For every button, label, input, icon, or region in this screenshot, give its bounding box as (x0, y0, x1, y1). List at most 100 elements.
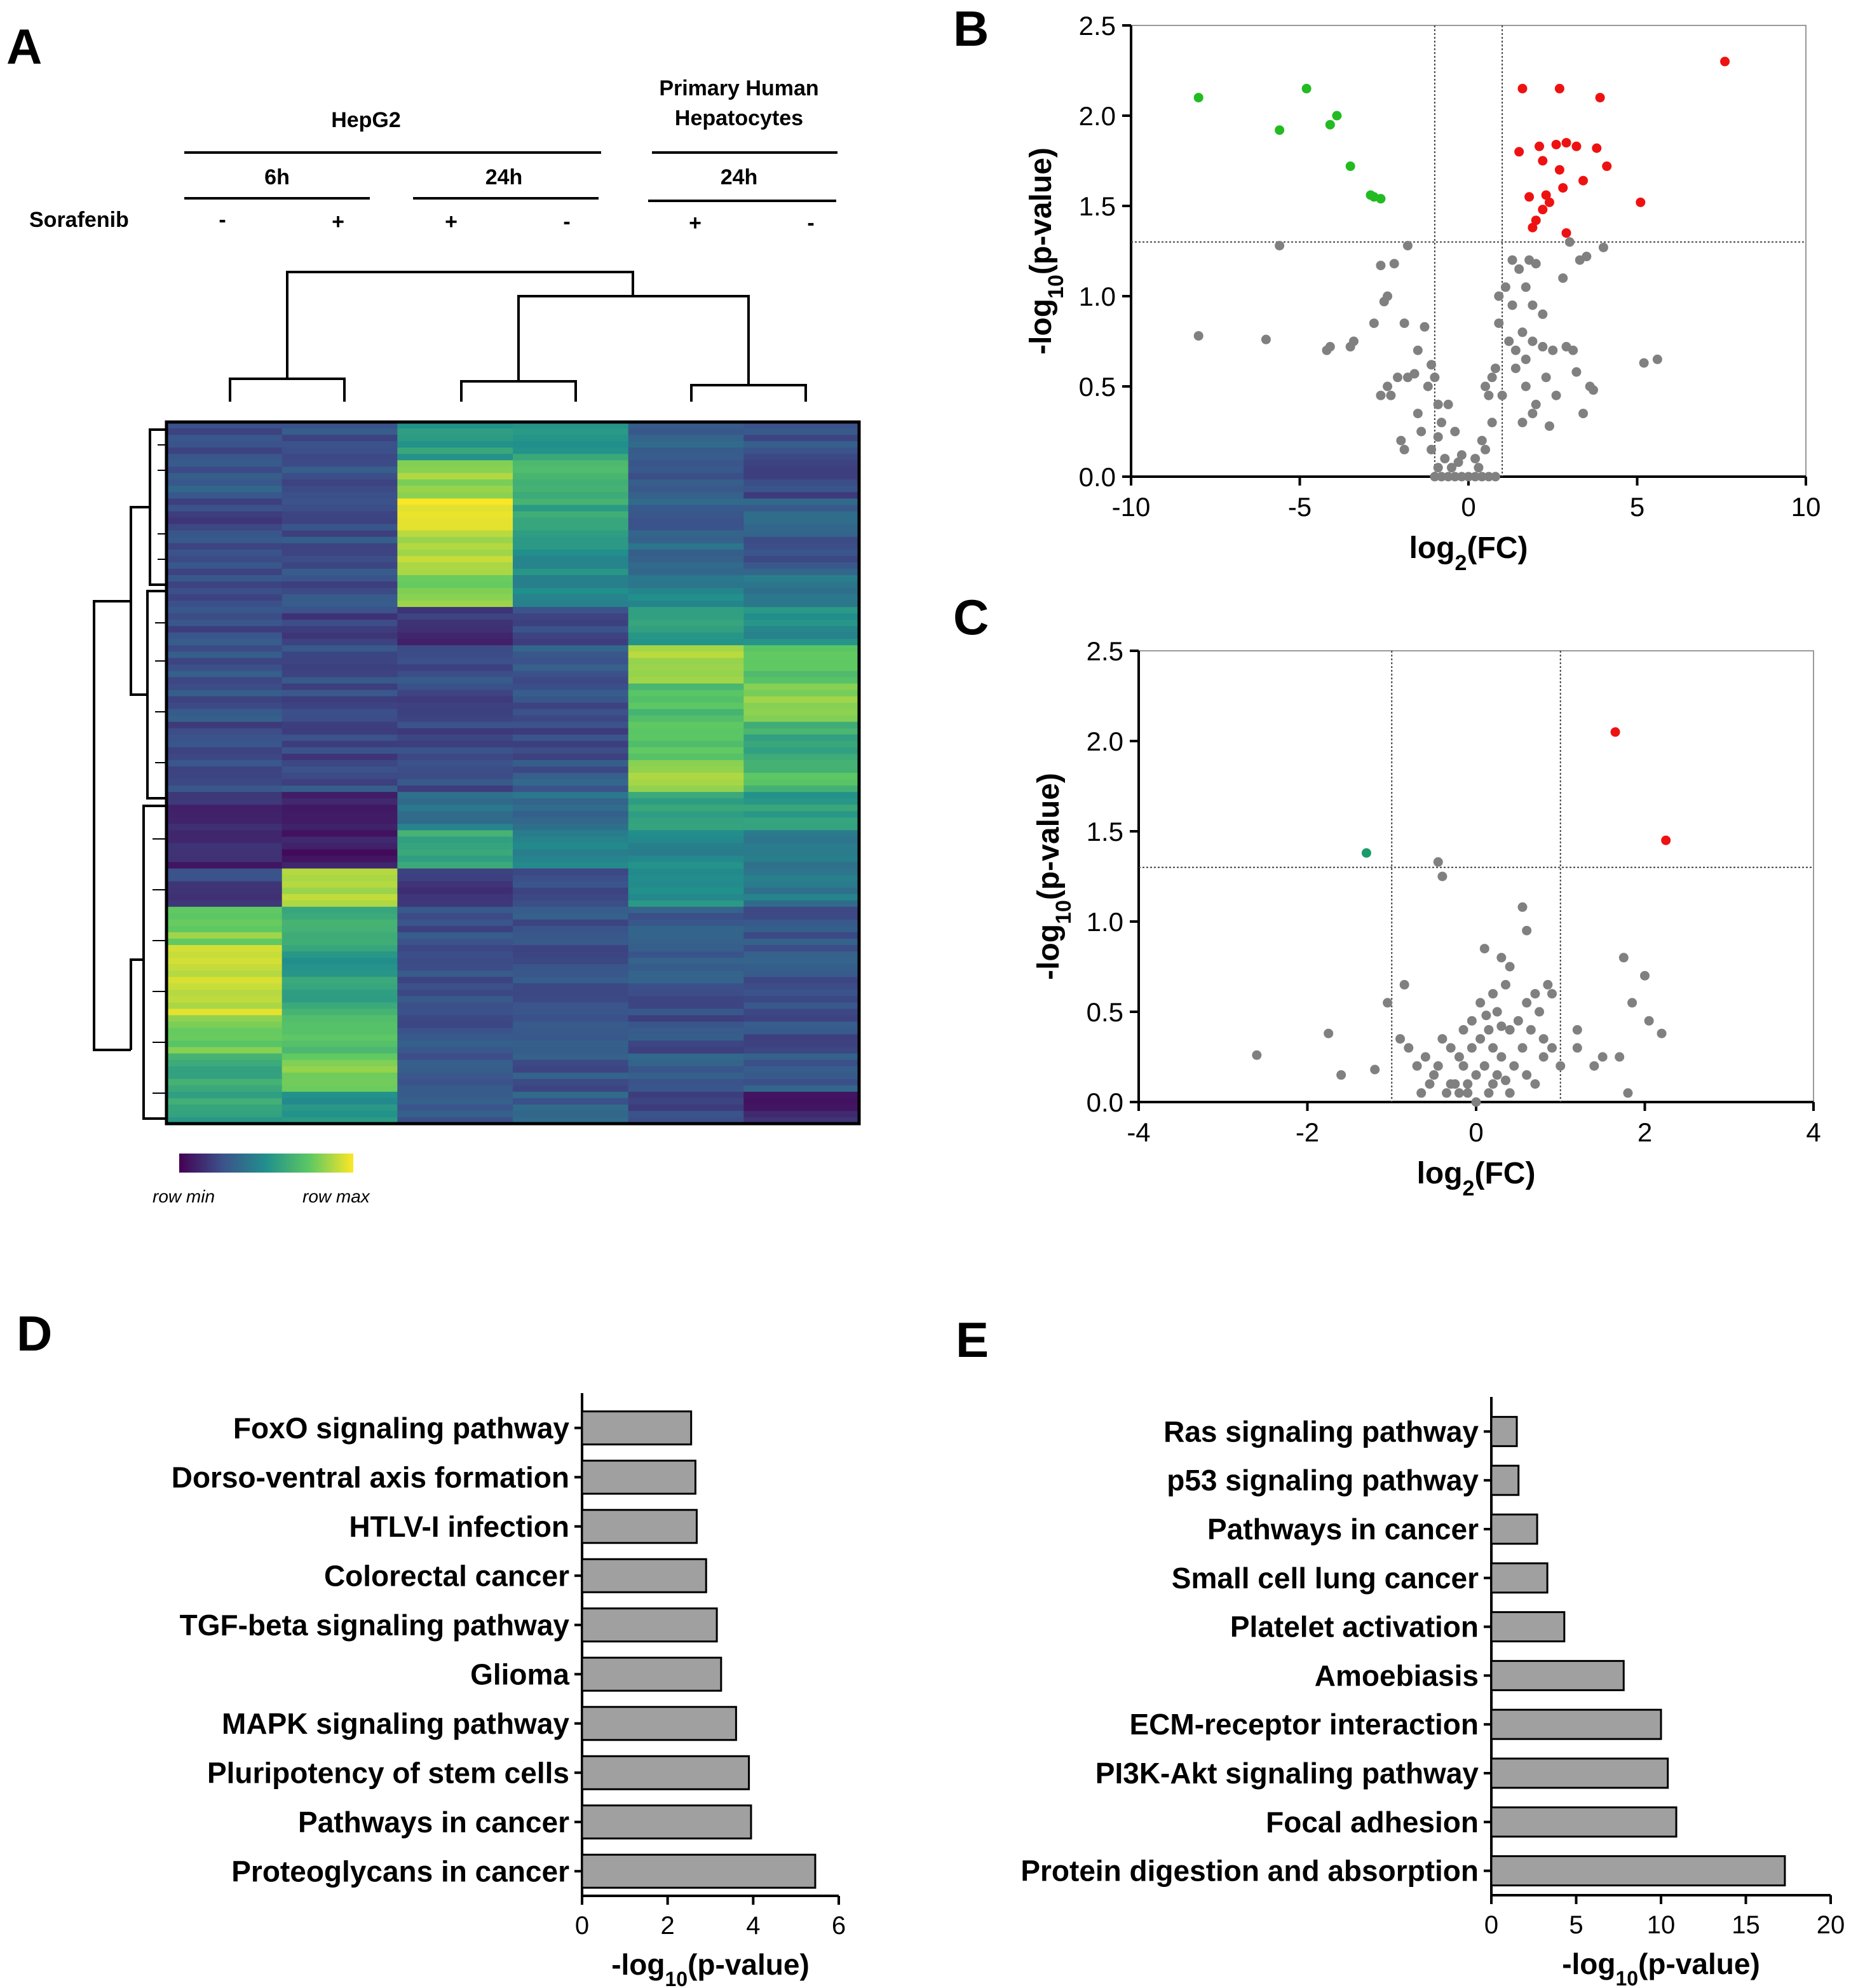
heatmap-cell (397, 466, 513, 473)
heatmap-cell (166, 498, 283, 506)
heatmap-cell (397, 601, 513, 608)
heatmap-cell (628, 454, 744, 461)
heatmap-cell (743, 792, 860, 799)
heatmap-cell (166, 632, 283, 639)
up-regulated-point (1578, 175, 1589, 186)
heatmap-cell (397, 913, 513, 920)
up-regulated-point (1531, 215, 1541, 226)
ns-point (1433, 1061, 1443, 1071)
heatmap-cell (513, 747, 629, 754)
ns-point (1490, 472, 1500, 482)
heatmap-cell (628, 492, 744, 500)
heatmap-cell (397, 683, 513, 691)
row-dendrogram (93, 428, 165, 1120)
heatmap-cell (397, 568, 513, 576)
heatmap-cell (397, 811, 513, 818)
heatmap-cell (628, 786, 744, 793)
ns-point (1522, 925, 1532, 936)
ns-point (1437, 871, 1448, 882)
ns-point (1531, 399, 1541, 409)
ns-point (1517, 902, 1528, 912)
heatmap-cell (743, 664, 860, 672)
heatmap-cell (166, 555, 283, 563)
heatmap-cell (397, 855, 513, 863)
heatmap-cell (166, 1021, 283, 1029)
heatmap-cell (166, 919, 283, 927)
heatmap-cell (743, 805, 860, 812)
heatmap-cell (281, 486, 398, 493)
ns-point (1471, 1070, 1481, 1080)
ns-point (1505, 962, 1515, 972)
ns-point (1510, 364, 1521, 374)
heatmap-cell (397, 435, 513, 442)
y-tick-label: 2.0 (1087, 726, 1123, 756)
heatmap-cell (743, 868, 860, 876)
heatmap-cell (513, 517, 629, 525)
up-regulated-point (1554, 83, 1564, 93)
heatmap-cell (743, 849, 860, 857)
heatmap-cell (628, 486, 744, 493)
category-label: p53 signaling pathway (1167, 1464, 1479, 1497)
x-tick-label: 0 (575, 1912, 589, 1940)
heatmap-cell (743, 721, 860, 729)
heatmap-cell (743, 894, 860, 901)
ns-point (1383, 381, 1393, 391)
heatmap-cell (166, 613, 283, 620)
heatmap-cell (513, 1002, 629, 1009)
heatmap-cell (628, 1072, 744, 1080)
heatmap-cell (281, 913, 398, 920)
heatmap-cell (397, 1002, 513, 1009)
heatmap-cell (513, 601, 629, 608)
heatmap-cell (281, 1085, 398, 1093)
heatmap-cell (397, 632, 513, 639)
heatmap-cell (281, 849, 398, 857)
ns-point (1463, 1079, 1473, 1089)
heatmap-cell (513, 1066, 629, 1073)
heatmap-cell (628, 977, 744, 984)
ns-point (1490, 364, 1500, 374)
ns-point (1370, 1065, 1380, 1075)
heatmap-cell (628, 536, 744, 544)
heatmap-cell (397, 505, 513, 512)
ns-point (1497, 390, 1507, 400)
up-regulated-point (1595, 93, 1605, 103)
heatmap-cell (628, 428, 744, 435)
ns-point (1618, 953, 1629, 963)
heatmap-cell (628, 1009, 744, 1016)
heatmap-cell (628, 581, 744, 589)
heatmap-cell (743, 530, 860, 538)
heatmap-cell (397, 594, 513, 601)
heatmap-cell (513, 473, 629, 480)
ns-point (1528, 336, 1538, 346)
heatmap-cell (743, 1040, 860, 1048)
heatmap-cell (743, 473, 860, 480)
heatmap-cell (513, 1047, 629, 1054)
heatmap-cell (397, 664, 513, 672)
ns-point (1409, 369, 1420, 379)
heatmap-cell (743, 607, 860, 614)
heatmap-cell (628, 925, 744, 933)
heatmap-cell (397, 1015, 513, 1023)
heatmap-cell (397, 753, 513, 761)
heatmap-cell (281, 422, 398, 429)
heatmap-cell (166, 658, 283, 665)
heatmap-cell (166, 422, 283, 429)
down-regulated-point (1301, 83, 1312, 93)
heatmap-cell (281, 1040, 398, 1048)
ns-point (1395, 1034, 1406, 1044)
bar (581, 1706, 737, 1741)
heatmap-cell (743, 549, 860, 557)
heatmap-cell (397, 543, 513, 550)
heatmap-cell (281, 677, 398, 684)
heatmap-cell (397, 925, 513, 933)
heatmap-cell (743, 479, 860, 486)
heatmap-cell (628, 683, 744, 691)
bar-chart-e: Ras signaling pathway p53 signaling pathw… (1020, 1397, 1845, 1988)
heatmap-cell (281, 473, 398, 480)
ns-point (1514, 264, 1524, 274)
up-regulated-point (1514, 147, 1524, 157)
heatmap-cell (628, 524, 744, 531)
heatmap-cell (743, 517, 860, 525)
heatmap-cell (166, 830, 283, 837)
ns-point (1556, 1061, 1566, 1071)
